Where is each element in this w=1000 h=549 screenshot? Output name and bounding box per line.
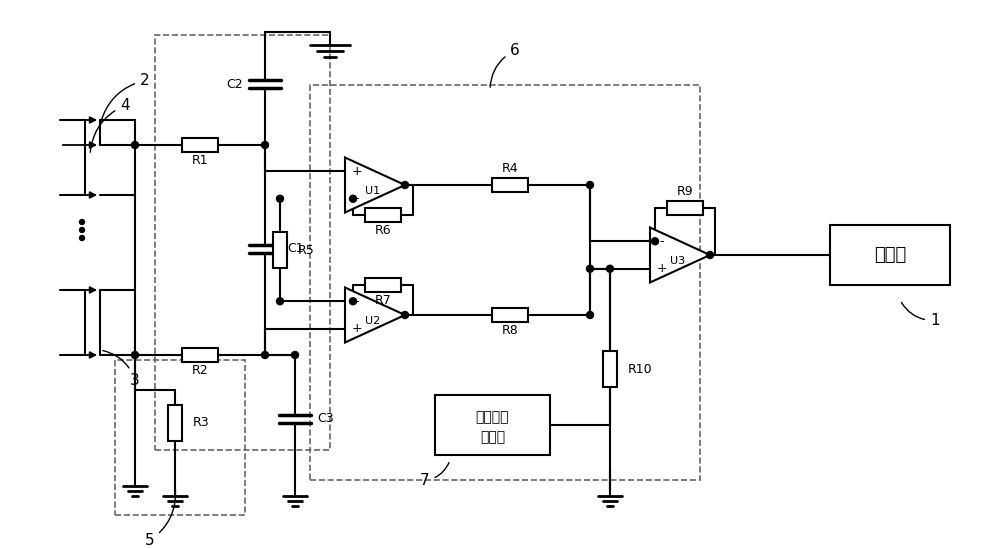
Circle shape (80, 236, 84, 240)
Bar (115, 360, 245, 515)
Circle shape (276, 298, 284, 305)
Text: R1: R1 (192, 154, 208, 167)
Bar (155, 35, 330, 450)
Text: +: + (352, 165, 362, 178)
Polygon shape (345, 288, 405, 343)
Bar (603, 351, 617, 388)
Circle shape (80, 227, 84, 232)
Bar (492, 178, 528, 192)
Circle shape (402, 311, 409, 318)
Text: U2: U2 (365, 316, 381, 326)
Text: +: + (352, 322, 362, 335)
Text: C3: C3 (317, 412, 334, 425)
Polygon shape (345, 158, 405, 212)
Text: R2: R2 (192, 365, 208, 378)
Circle shape (350, 298, 356, 305)
Text: 7: 7 (420, 463, 449, 488)
Text: 3: 3 (103, 351, 140, 388)
Text: 6: 6 (490, 43, 520, 87)
Circle shape (80, 220, 84, 225)
Bar (365, 208, 401, 222)
Text: U3: U3 (670, 256, 686, 266)
Text: R3: R3 (193, 416, 210, 429)
Polygon shape (650, 227, 710, 283)
Circle shape (706, 251, 714, 259)
Text: 4: 4 (90, 98, 130, 152)
Circle shape (586, 311, 594, 318)
Text: -: - (355, 192, 359, 205)
Bar (182, 348, 218, 362)
Text: R8: R8 (502, 324, 518, 338)
Circle shape (402, 182, 409, 188)
Circle shape (292, 351, 298, 358)
Circle shape (262, 142, 268, 148)
Text: 温度补偿: 温度补偿 (476, 410, 509, 424)
Bar (492, 308, 528, 322)
Bar (182, 138, 218, 152)
Bar (273, 232, 287, 268)
Circle shape (132, 142, 138, 148)
Circle shape (350, 195, 356, 202)
Text: 传感器: 传感器 (480, 430, 505, 444)
Circle shape (652, 238, 658, 245)
Bar (435, 395, 550, 455)
Text: +: + (657, 262, 667, 275)
Text: R6: R6 (375, 225, 391, 238)
Circle shape (276, 195, 284, 202)
Text: R5: R5 (298, 244, 315, 256)
Bar (168, 405, 182, 440)
Text: -: - (355, 295, 359, 308)
Text: 5: 5 (145, 488, 175, 548)
Text: R7: R7 (375, 294, 391, 307)
Circle shape (262, 351, 268, 358)
Text: R10: R10 (628, 363, 653, 376)
Circle shape (606, 265, 614, 272)
Text: 1: 1 (901, 302, 940, 328)
Text: R4: R4 (502, 163, 518, 176)
Circle shape (132, 351, 138, 358)
Text: C1: C1 (287, 243, 304, 255)
Bar (310, 85, 700, 480)
Text: R9: R9 (677, 185, 693, 198)
Text: 控制器: 控制器 (874, 246, 906, 264)
Bar (365, 278, 401, 292)
Circle shape (586, 265, 594, 272)
Text: -: - (660, 235, 664, 248)
Text: C2: C2 (226, 77, 243, 91)
Text: U1: U1 (365, 186, 381, 196)
Bar (830, 225, 950, 285)
Bar (667, 200, 703, 215)
Circle shape (586, 182, 594, 188)
Text: 2: 2 (101, 73, 150, 122)
